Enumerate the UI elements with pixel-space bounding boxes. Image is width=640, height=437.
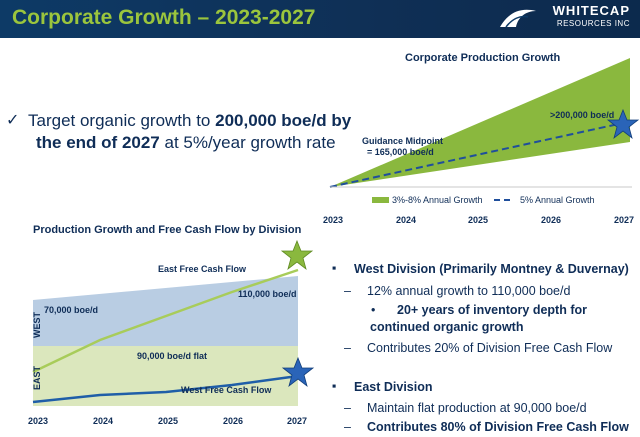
west-point-2: Contributes 20% of Division Free Cash Fl… xyxy=(367,341,613,355)
checkmark-icon: ✓ xyxy=(6,112,20,129)
dash-icon: – xyxy=(344,401,351,415)
division-chart-title: Production Growth and Free Cash Flow by … xyxy=(33,224,302,236)
growth-band xyxy=(330,58,630,187)
west-sub-1b: continued organic growth xyxy=(370,320,524,334)
west-sub-1a: 20+ years of inventory depth for xyxy=(397,303,587,317)
corp-x-tick: 2023 xyxy=(323,215,344,225)
west-fcf-label: West Free Cash Flow xyxy=(181,385,272,395)
dash-icon: – xyxy=(344,284,351,298)
five-percent-line xyxy=(329,122,624,188)
page-title: Corporate Growth – 2023-2027 xyxy=(12,6,316,29)
logo-subtitle: RESOURCES INC xyxy=(556,19,630,28)
corp-x-tick: 2026 xyxy=(541,215,562,225)
corp-x-tick: 2025 xyxy=(468,215,489,225)
div-x-tick: 2023 xyxy=(28,416,49,426)
target-line-1: Target organic growth to 200,000 boe/d b… xyxy=(28,111,352,130)
east-point-1: Maintain flat production at 90,000 boe/d xyxy=(367,401,587,415)
east-axis-label: EAST xyxy=(32,366,42,391)
header-bar: Corporate Growth – 2023-2027 WHITECAP RE… xyxy=(0,0,640,38)
west-fcf-line xyxy=(32,374,299,404)
dash-icon: – xyxy=(344,341,351,355)
logo-wordmark: WHITECAP xyxy=(552,3,630,18)
div-x-tick: 2026 xyxy=(223,416,244,426)
corp-target-star-icon xyxy=(606,108,640,140)
target-line-2: the end of 2027 at 5%/year growth rate xyxy=(36,133,336,152)
bullet-square-icon: ▪ xyxy=(332,261,337,275)
company-logo: WHITECAP RESOURCES INC xyxy=(498,3,630,35)
west-point-1: 12% annual growth to 110,000 boe/d xyxy=(367,284,571,298)
dot-icon: • xyxy=(371,303,376,317)
corp-end-label: >200,000 boe/d xyxy=(550,110,615,120)
west-axis-label: WEST xyxy=(32,311,42,338)
east-fcf-label: East Free Cash Flow xyxy=(158,264,247,274)
legend-band-label: 3%-8% Annual Growth xyxy=(392,195,483,205)
whitecap-wave-icon xyxy=(500,9,536,28)
west-area xyxy=(33,300,298,346)
east-area xyxy=(33,346,298,406)
west-target-star-icon xyxy=(281,356,315,388)
west-area-top xyxy=(33,276,298,300)
corp-x-tick: 2024 xyxy=(396,215,417,225)
east-point-2: Contributes 80% of Division Free Cash Fl… xyxy=(367,420,629,434)
dash-icon: – xyxy=(344,420,351,434)
corp-chart-title: Corporate Production Growth xyxy=(405,52,561,64)
legend-band-swatch xyxy=(372,197,389,203)
legend-line-label: 5% Annual Growth xyxy=(520,195,595,205)
guidance-label-2: = 165,000 boe/d xyxy=(367,147,434,157)
east-flat-label: 90,000 boe/d flat xyxy=(137,351,208,361)
div-x-tick: 2024 xyxy=(93,416,114,426)
west-end-label: 110,000 boe/d xyxy=(238,289,297,299)
div-x-tick: 2027 xyxy=(287,416,308,426)
div-x-tick: 2025 xyxy=(158,416,179,426)
corp-x-tick: 2027 xyxy=(614,215,635,225)
guidance-label-1: Guidance Midpoint xyxy=(362,136,443,146)
east-fcf-line xyxy=(32,268,299,374)
west-division-heading: West Division (Primarily Montney & Duver… xyxy=(354,262,629,276)
west-start-label: 70,000 boe/d xyxy=(44,305,99,315)
east-division-heading: East Division xyxy=(354,380,433,394)
east-target-star-icon xyxy=(280,239,314,271)
bullet-square-icon: ▪ xyxy=(332,379,337,393)
